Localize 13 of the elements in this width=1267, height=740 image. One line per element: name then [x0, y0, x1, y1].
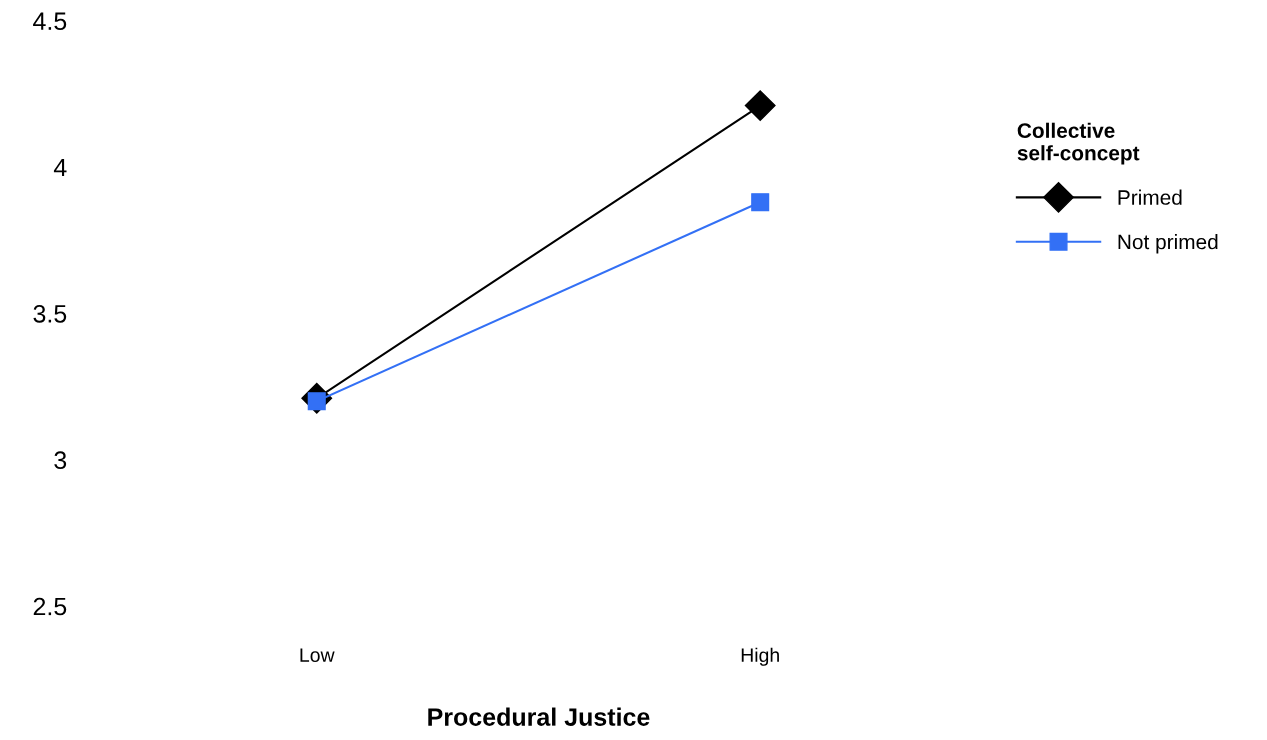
- y-tick-label: 3.5: [33, 304, 67, 323]
- y-tick-label: 3: [54, 451, 67, 470]
- y-tick-label: 4: [53, 158, 67, 177]
- y-tick-label: 4.5: [33, 12, 67, 31]
- legend-title: Collective self-concept: [1017, 122, 1140, 165]
- x-tick-label: Low: [300, 648, 335, 663]
- legend-label: Primed: [1118, 189, 1182, 205]
- x-axis-title: Procedural Justice: [428, 707, 650, 726]
- point: [751, 193, 770, 212]
- point: [744, 90, 776, 122]
- legend-label: Not primed: [1118, 233, 1218, 254]
- y-tick-label: 2.5: [33, 597, 67, 616]
- x-tick-label: High: [741, 647, 779, 666]
